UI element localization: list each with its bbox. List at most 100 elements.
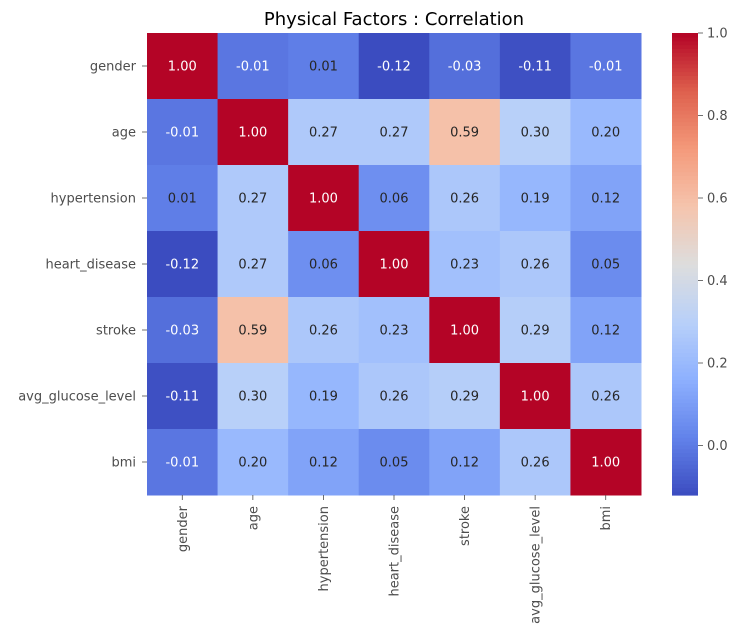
colorbar-segment	[672, 418, 698, 423]
row-tick-label: age	[112, 126, 136, 141]
cell-value-label: -0.11	[518, 60, 552, 75]
colorbar-segment	[672, 190, 698, 196]
heatmap-cell	[499, 99, 571, 166]
colorbar-segment	[672, 487, 698, 492]
colorbar-segment	[672, 437, 698, 442]
colorbar-segment	[672, 394, 698, 400]
colorbar-segment	[672, 398, 698, 404]
cell-value-label: 0.12	[450, 456, 479, 471]
colorbar-segment	[672, 325, 698, 331]
colorbar-segment	[672, 479, 698, 485]
cell-value-label: 0.29	[521, 324, 550, 339]
cell-value-label: 0.20	[238, 456, 267, 471]
colorbar-segment	[672, 102, 698, 107]
colorbar-tick-label: 0.6	[707, 192, 728, 207]
colorbar-segment	[672, 294, 698, 300]
heatmap-cell	[358, 33, 430, 100]
colorbar-segment	[672, 444, 698, 450]
row-tick-label: gender	[90, 60, 137, 75]
cell-value-label: 0.05	[591, 258, 620, 273]
colorbar-segment	[672, 67, 698, 73]
cell-value-label: 1.00	[238, 126, 267, 141]
cell-value-label: 0.12	[591, 324, 620, 339]
colorbar-segment	[672, 306, 698, 311]
heatmap-cell	[288, 297, 360, 364]
colorbar-segment	[672, 267, 698, 273]
heatmap-cell	[147, 297, 219, 364]
cell-value-label: -0.01	[165, 456, 199, 471]
colorbar-segment	[672, 275, 698, 280]
colorbar-segment	[672, 252, 698, 257]
colorbar-segment	[672, 163, 698, 169]
colorbar-segment	[672, 71, 698, 76]
colorbar-segment	[672, 237, 698, 242]
colorbar-segment	[672, 229, 698, 234]
heatmap-cell	[288, 363, 360, 430]
colorbar-segment	[672, 148, 698, 153]
cell-value-label: 0.26	[309, 324, 338, 339]
column-tick-label: bmi	[599, 506, 614, 531]
cell-value-label: 0.01	[309, 60, 338, 75]
cell-value-label: 0.05	[380, 456, 409, 471]
colorbar-segment	[672, 52, 698, 57]
colorbar-segment	[672, 206, 698, 211]
colorbar-tick-label: 0.8	[707, 109, 728, 124]
heatmap-cell	[429, 165, 501, 232]
column-tick-label: hypertension	[317, 506, 332, 591]
heatmap-cell	[147, 165, 219, 232]
colorbar-segment	[672, 329, 698, 334]
colorbar-segment	[672, 156, 698, 161]
colorbar-segment	[672, 464, 698, 469]
colorbar-segment	[672, 314, 698, 319]
colorbar-segment	[672, 94, 698, 100]
colorbar-segment	[672, 198, 698, 203]
colorbar-segment	[672, 441, 698, 446]
cell-value-label: 0.06	[309, 258, 338, 273]
cell-value-label: -0.01	[236, 60, 270, 75]
cell-value-label: -0.01	[165, 126, 199, 141]
colorbar-segment	[672, 40, 698, 46]
colorbar-segment	[672, 414, 698, 419]
chart-title: Physical Factors : Correlation	[264, 9, 524, 30]
heatmap-cell	[429, 231, 501, 298]
heatmap-cell	[288, 231, 360, 298]
cell-value-label: 0.23	[450, 258, 479, 273]
heatmap-cell	[217, 33, 289, 100]
colorbar-segment	[672, 171, 698, 177]
colorbar-segment	[672, 187, 698, 192]
colorbar-segment	[672, 287, 698, 292]
colorbar-segment	[672, 83, 698, 88]
column-tick-label: stroke	[458, 506, 473, 546]
cell-value-label: 0.26	[450, 192, 479, 207]
heatmap-cell	[147, 363, 219, 430]
heatmap-cell	[217, 165, 289, 232]
colorbar-tick-label: 0.4	[707, 274, 728, 289]
colorbar-segment	[672, 244, 698, 250]
colorbar-segment	[672, 410, 698, 415]
heatmap-cell	[570, 33, 642, 100]
row-tick-label: stroke	[96, 324, 136, 339]
cell-value-label: 0.26	[380, 390, 409, 405]
cell-value-label: 1.00	[450, 324, 479, 339]
row-tick-label: avg_glucose_level	[18, 390, 136, 405]
cell-value-label: 0.19	[521, 192, 550, 207]
colorbar-segment	[672, 391, 698, 396]
cell-value-label: 0.26	[521, 456, 550, 471]
colorbar-segment	[672, 48, 698, 53]
colorbar-segment	[672, 333, 698, 338]
heatmap-cell	[570, 297, 642, 364]
colorbar-segment	[672, 298, 698, 304]
colorbar-segment	[672, 152, 698, 157]
colorbar-segment	[672, 133, 698, 138]
cell-value-label: 0.26	[521, 258, 550, 273]
colorbar-segment	[672, 75, 698, 80]
colorbar-segment	[672, 117, 698, 123]
colorbar-segment	[672, 160, 698, 165]
colorbar-segment	[672, 483, 698, 488]
colorbar-segment	[672, 448, 698, 454]
colorbar-segment	[672, 44, 698, 49]
colorbar-segment	[672, 352, 698, 357]
heatmap-cell	[358, 99, 430, 166]
colorbar-segment	[672, 86, 698, 92]
